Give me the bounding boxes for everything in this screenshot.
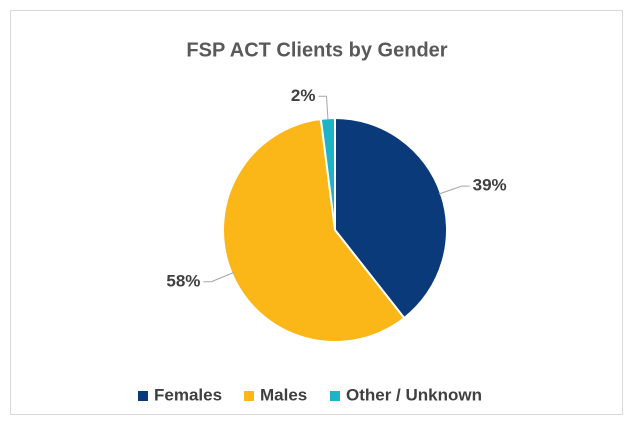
legend-swatch — [330, 391, 340, 401]
legend-label: Females — [154, 385, 222, 404]
legend-label: Other / Unknown — [346, 385, 482, 404]
legend-swatch — [138, 391, 148, 401]
leader-line — [203, 272, 234, 283]
legend-label: Males — [260, 385, 307, 404]
chart-title: FSP ACT Clients by Gender — [186, 39, 447, 61]
data-label: 2% — [291, 86, 316, 105]
data-label: 39% — [473, 176, 507, 195]
legend-swatch — [244, 391, 254, 401]
data-label: 58% — [166, 271, 200, 290]
leader-line — [318, 95, 329, 121]
leader-line — [438, 185, 470, 195]
